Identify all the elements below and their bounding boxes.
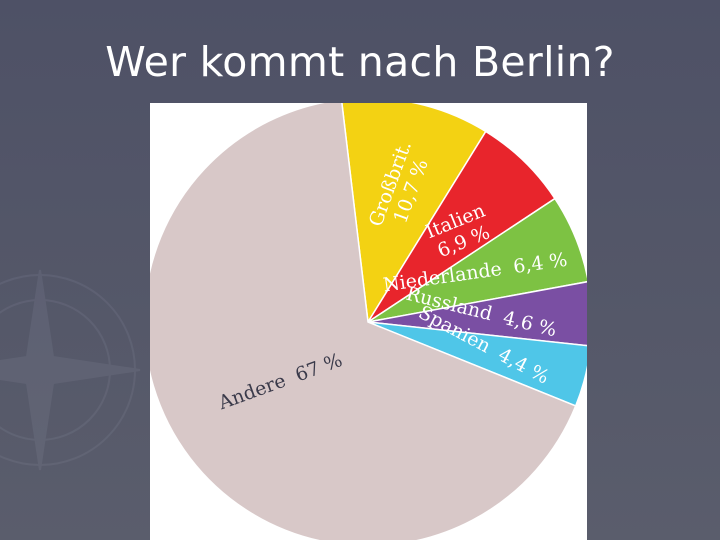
slide-title: Wer kommt nach Berlin? (105, 38, 615, 86)
compass-watermark-icon (0, 269, 141, 471)
pie-slice-gro-brit- (341, 103, 487, 325)
pie-slice-andere (150, 103, 577, 540)
pie-slices (150, 103, 587, 540)
pie-slice-russland (367, 281, 587, 347)
pie-chart: Großbrit. 10,7 % Italien 6,9 % Niederlande 6,… (150, 103, 587, 540)
